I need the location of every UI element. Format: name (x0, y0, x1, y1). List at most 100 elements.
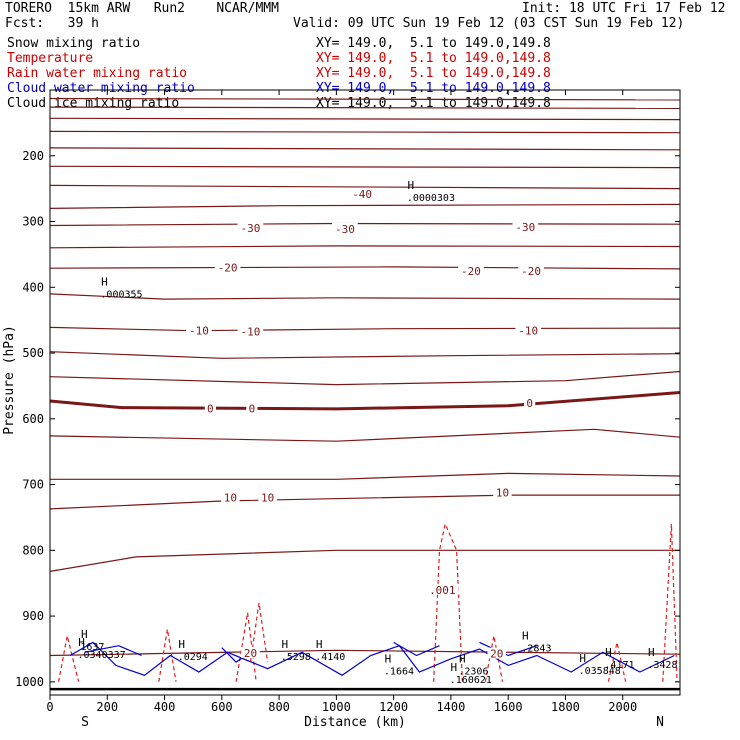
contour-label-0: -40 (352, 188, 372, 201)
x-tick-label-3: 600 (211, 700, 233, 714)
extremum-mark-4: H (178, 638, 185, 651)
contour-label-1: -30 (241, 222, 261, 235)
contour-label-bg-10 (204, 402, 216, 414)
contour-label-4: -20 (218, 262, 238, 275)
extremum-value-11: .4171 (604, 660, 634, 671)
field-xy-rain: XY= 149.0, 5.1 to 149.0,149.8 (316, 66, 551, 81)
extremum-mark-13: H (450, 661, 457, 674)
extremum-mark-1: H (101, 276, 108, 289)
contour-label-3: -30 (515, 221, 535, 234)
rain-contour-5 (484, 635, 504, 682)
contour-label-bg-5 (458, 264, 484, 276)
contour-label-bg-8 (237, 325, 264, 337)
contour-label-bg-7 (186, 324, 212, 336)
contour-label-18: 20 (490, 648, 503, 661)
end-label-south: S (81, 715, 89, 730)
contour-label-16: .001 (429, 584, 456, 597)
contour-label-bg-17 (241, 646, 260, 658)
x-tick-label-7: 1400 (436, 700, 465, 714)
field-name-rain: Rain water mixing ratio (7, 66, 188, 81)
y-tick-label-0: 200 (22, 149, 44, 163)
rain-contour-3 (249, 602, 269, 663)
isotherm-8 (49, 222, 681, 227)
contour-label-bg-3 (512, 220, 539, 232)
contour-label-10: 0 (207, 402, 214, 415)
contour-label-7: -10 (189, 325, 209, 338)
contour-label-11: 0 (249, 402, 256, 415)
extremum-value-6: .4140 (315, 652, 345, 663)
extremum-mark-9: H (522, 629, 529, 642)
extremum-mark-2: H (78, 636, 85, 649)
contour-label-bg-2 (332, 222, 358, 234)
isotherm-9 (49, 245, 681, 249)
contour-label-bg-6 (518, 264, 544, 276)
isotherm-17 (50, 472, 681, 480)
contour-label-15: 10 (496, 486, 509, 499)
contour-label-bg-12 (524, 397, 536, 409)
rain-contour-0 (58, 635, 80, 682)
contour-label-bg-0 (349, 187, 375, 199)
isotherm-7 (49, 203, 681, 209)
extremum-mark-10: H (579, 652, 586, 665)
y-tick-label-2: 400 (22, 280, 44, 294)
extremum-value-12: .3428 (647, 660, 677, 671)
isotherm-1 (49, 106, 681, 110)
cloud-water-contour-0 (69, 641, 675, 677)
y-axis-title: Pressure (hPa) (2, 325, 17, 435)
x-axis-title: Distance (km) (304, 715, 406, 730)
extremum-value-10: .035848 (579, 666, 621, 677)
contour-label-bg-14 (258, 491, 277, 503)
extremum-value-5: .5298 (281, 652, 311, 663)
isotherm-3 (49, 130, 681, 134)
contour-label-bg-15 (493, 486, 512, 498)
isotherm-12 (49, 326, 681, 332)
field-xy-snow: XY= 149.0, 5.1 to 149.0,149.8 (316, 36, 551, 51)
extremum-value-13: .160621 (450, 675, 492, 686)
y-tick-label-5: 700 (22, 478, 44, 492)
extremum-mark-0: H (408, 179, 415, 192)
x-tick-label-0: 0 (46, 700, 53, 714)
x-tick-label-2: 400 (154, 700, 176, 714)
axes: 0 200 400 600 800 1000 1200 1400 1600 1800 2000200… (15, 90, 680, 714)
cloud-water-contour-4 (479, 641, 537, 657)
isotherm-4 (49, 147, 681, 151)
extremum-value-7: .1664 (384, 666, 414, 677)
isotherm-16 (49, 428, 681, 442)
y-tick-label-8: 1000 (15, 675, 44, 689)
field-name-temperature: Temperature (7, 51, 94, 66)
rain-contour-7 (662, 523, 678, 682)
valid-time: Valid: 09 UTC Sun 19 Feb 12 (03 CST Sun … (293, 16, 685, 31)
contour-label-bg-13 (221, 491, 240, 503)
end-label-north: N (656, 715, 664, 730)
extremum-value-4: .0294 (178, 652, 208, 663)
extremum-mark-12: H (648, 646, 655, 659)
y-tick-label-6: 800 (22, 543, 44, 557)
contour-label-6: -20 (521, 265, 541, 278)
x-tick-label-5: 1000 (322, 700, 351, 714)
isotherm-18 (49, 494, 680, 510)
field-name-snow: Snow mixing ratio (7, 36, 141, 51)
extremum-value-8: .2306 (458, 666, 488, 677)
cloud-water-contour-3 (393, 641, 440, 657)
x-tick-label-9: 1800 (551, 700, 580, 714)
cloud-water-contour-1 (84, 645, 142, 657)
contour-label-bg-1 (237, 222, 264, 234)
isotherm-6 (49, 184, 681, 190)
contour-label-12: 0 (526, 397, 533, 410)
isotherm-20 (49, 649, 681, 657)
contour-label-17: 20 (244, 647, 257, 660)
rain-contour-1 (158, 629, 177, 682)
extremum-value-2: .0340337 (78, 650, 126, 661)
field-xy-cloud-water: XY= 149.0, 5.1 to 149.0,149.8 (316, 81, 551, 96)
x-tick-label-10: 2000 (608, 700, 637, 714)
freezing-level (49, 391, 681, 411)
contour-label-bg-11 (246, 402, 258, 414)
isotherm-13 (49, 351, 681, 359)
extremum-value-9: .2843 (521, 643, 551, 654)
init-time: Init: 18 UTC Fri 17 Feb 12 (522, 1, 726, 16)
extremum-mark-6: H (316, 638, 323, 651)
extremum-value-1: .000355 (100, 290, 142, 301)
extremum-value-0: .0000303 (407, 193, 455, 204)
